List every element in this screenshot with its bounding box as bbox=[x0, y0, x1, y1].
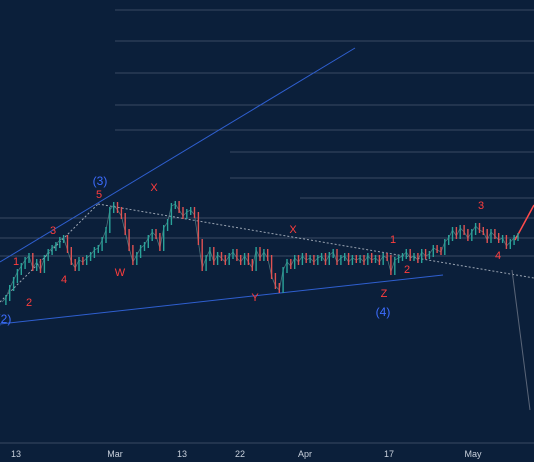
wave-label-red: Y bbox=[251, 292, 259, 304]
wave-label-red: 3 bbox=[478, 200, 484, 212]
wave-label-red: 3 bbox=[50, 225, 56, 237]
wave-label-red: 4 bbox=[495, 250, 501, 262]
x-tick-label: 17 bbox=[384, 449, 394, 459]
upper-trendline bbox=[0, 47, 356, 263]
wave-label-red: 2 bbox=[26, 297, 32, 309]
wave-label-red: 5 bbox=[96, 189, 102, 201]
wave-label-red: 2 bbox=[404, 264, 410, 276]
wave-label-red: Z bbox=[381, 288, 388, 300]
x-tick-label: May bbox=[464, 449, 482, 459]
price-series bbox=[1, 201, 519, 305]
x-tick-label: 13 bbox=[11, 449, 21, 459]
wave-label-red: 1 bbox=[390, 234, 396, 246]
wave-label-red: 1 bbox=[13, 256, 19, 268]
x-tick-label: Apr bbox=[298, 449, 312, 459]
x-tick-label: Mar bbox=[107, 449, 123, 459]
lower-trendline bbox=[0, 274, 444, 325]
drop-line bbox=[511, 269, 531, 411]
wave-label-red: 4 bbox=[61, 274, 67, 286]
wave-labels: 1 2 3 4 5 W X Y X Z 1 2 3 4 (3) (4) (2) bbox=[0, 174, 501, 326]
x-tick-label: 22 bbox=[235, 449, 245, 459]
wave-label-red: W bbox=[115, 267, 126, 279]
x-tick-label: 13 bbox=[177, 449, 187, 459]
x-axis: 13 Mar 13 22 Apr 17 May bbox=[11, 449, 482, 459]
wave-label-red: X bbox=[150, 182, 158, 194]
wave-label-blue: (4) bbox=[376, 305, 391, 319]
wave-label-red: X bbox=[289, 224, 297, 236]
trendlines bbox=[0, 47, 534, 411]
dashed-falling-trendline bbox=[97, 203, 534, 279]
wave-label-blue: (3) bbox=[93, 174, 108, 188]
dashed-rising-trendline bbox=[0, 203, 99, 303]
wave-label-blue: (2) bbox=[0, 312, 11, 326]
